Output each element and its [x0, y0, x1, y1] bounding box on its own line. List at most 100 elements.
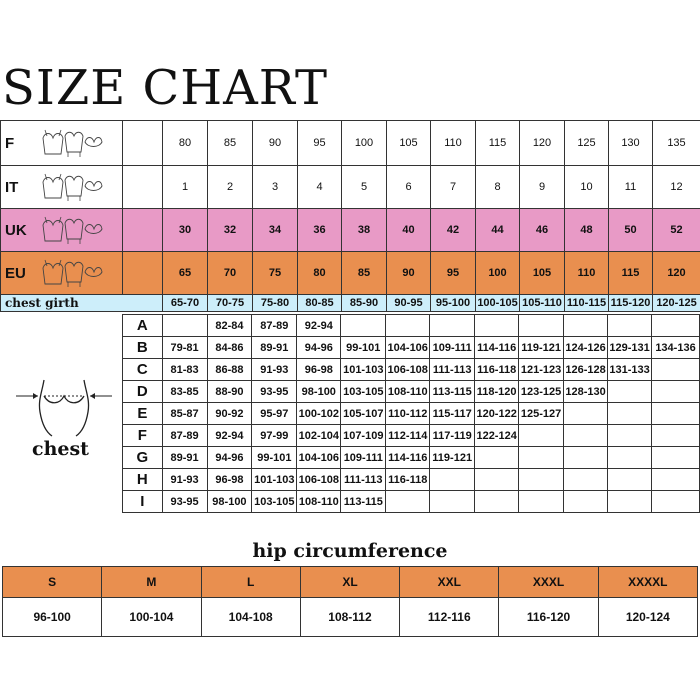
- lingerie-icon: [42, 173, 103, 201]
- cup-value-cell: 124-126: [563, 336, 609, 359]
- cup-value-cell: [607, 402, 653, 425]
- cup-row: C 81-83 86-88 91-93 96-98 101-103 106-108 111-1…: [122, 358, 700, 381]
- cup-value-cell: 102-104: [296, 424, 342, 447]
- cup-value-cell: 98-100: [296, 380, 342, 403]
- cup-value-cell: [563, 490, 609, 513]
- size-value-cell: 4: [297, 165, 342, 209]
- size-value-cell: 110: [564, 251, 609, 295]
- cup-value-cell: 119-121: [429, 446, 476, 469]
- size-value-cell: 100: [341, 120, 387, 166]
- cup-value-cell: [429, 490, 476, 513]
- hip-value-cell: 108-112: [299, 597, 401, 637]
- cup-value-cell: [518, 446, 565, 469]
- cup-value-cell: [429, 468, 476, 491]
- cup-value-cell: 119-121: [518, 336, 565, 359]
- blank-cell: [122, 120, 163, 166]
- cup-value-cell: 107-109: [340, 424, 387, 447]
- cup-value-cell: 117-119: [429, 424, 476, 447]
- chest-measurement-icon: [16, 379, 112, 437]
- cup-row: B 79-81 84-86 89-91 94-96 99-101 104-106 109-11…: [122, 336, 700, 359]
- cup-letter: E: [122, 402, 163, 425]
- cup-row: I 93-95 98-100 103-105 108-110 113-115: [122, 490, 700, 513]
- cup-value-cell: [651, 358, 700, 381]
- size-value-cell: 130: [608, 120, 653, 166]
- cup-value-cell: [563, 446, 609, 469]
- size-value-cell: 8: [475, 165, 520, 209]
- cup-value-cell: 112-114: [385, 424, 431, 447]
- cup-value-cell: 129-131: [607, 336, 653, 359]
- size-system-name: EU: [5, 264, 26, 282]
- cup-value-cell: 96-98: [296, 358, 342, 381]
- cup-value-cell: 101-103: [340, 358, 387, 381]
- size-value-cell: 46: [519, 208, 565, 252]
- size-value-cell: 38: [341, 208, 387, 252]
- chest-girth-cell: 65-70: [162, 294, 208, 312]
- cup-value-cell: [474, 468, 520, 491]
- size-value-cell: 12: [652, 165, 700, 209]
- size-system-name: F: [5, 134, 15, 152]
- cup-value-cell: [607, 446, 653, 469]
- cup-value-cell: 103-105: [340, 380, 387, 403]
- cup-value-cell: 101-103: [251, 468, 298, 491]
- size-value-cell: 1: [162, 165, 208, 209]
- size-value-cell: 105: [386, 120, 431, 166]
- cup-value-cell: 108-110: [296, 490, 342, 513]
- chest-girth-cell: 75-80: [252, 294, 298, 312]
- cup-value-cell: [607, 468, 653, 491]
- cup-value-cell: 114-116: [385, 446, 431, 469]
- chest-girth-cell: 120-125: [652, 294, 700, 312]
- cup-value-cell: [563, 314, 609, 337]
- cup-letter: F: [122, 424, 163, 447]
- cup-value-cell: [563, 402, 609, 425]
- size-value-cell: 80: [297, 251, 342, 295]
- hip-value-cell: 100-104: [101, 597, 202, 637]
- size-value-cell: 50: [608, 208, 653, 252]
- cup-value-cell: [340, 314, 387, 337]
- cup-value-cell: 89-91: [251, 336, 298, 359]
- size-system-name: UK: [5, 221, 27, 239]
- blank-cell: [122, 251, 163, 295]
- size-value-cell: 85: [207, 120, 253, 166]
- cup-value-cell: 120-122: [474, 402, 520, 425]
- cup-size-table: A 82-84 87-89 92-94 B 79-81 84-86 89-91 94-96 99-…: [122, 314, 700, 513]
- size-value-cell: 44: [475, 208, 520, 252]
- size-value-cell: 5: [341, 165, 387, 209]
- cup-value-cell: [518, 314, 565, 337]
- cup-value-cell: 121-123: [518, 358, 565, 381]
- cup-value-cell: [607, 380, 653, 403]
- chest-girth-cell: 90-95: [386, 294, 431, 312]
- cup-value-cell: 87-89: [251, 314, 298, 337]
- cup-value-cell: 114-116: [474, 336, 520, 359]
- cup-value-cell: 99-101: [251, 446, 298, 469]
- cup-value-cell: 91-93: [251, 358, 298, 381]
- cup-value-cell: [563, 468, 609, 491]
- hip-size-cell: XXXL: [498, 566, 599, 598]
- chest-girth-cell: 95-100: [430, 294, 476, 312]
- cup-value-cell: 90-92: [206, 402, 253, 425]
- cup-value-cell: 79-81: [161, 336, 208, 359]
- cup-value-cell: [651, 380, 700, 403]
- chest-girth-cell: 70-75: [207, 294, 253, 312]
- size-value-cell: 115: [475, 120, 520, 166]
- hip-table: S M L XL XXL XXXL XXXXL 96-100 100-104 104-108 10…: [1, 566, 699, 637]
- cup-value-cell: [563, 424, 609, 447]
- size-value-cell: 34: [252, 208, 298, 252]
- cup-value-cell: 104-106: [296, 446, 342, 469]
- hip-size-cell: L: [200, 566, 301, 598]
- cup-value-cell: [429, 314, 476, 337]
- size-value-cell: 42: [430, 208, 476, 252]
- hip-value-cell: 120-124: [597, 597, 699, 637]
- chest-girth-cell: 85-90: [341, 294, 387, 312]
- hip-size-row: S M L XL XXL XXXL XXXXL: [1, 566, 699, 598]
- size-value-cell: 11: [608, 165, 653, 209]
- size-value-cell: 9: [519, 165, 565, 209]
- size-row: UK 30 32 34 36 38 40 42 44 46 48 50 52: [0, 208, 700, 252]
- size-value-cell: 75: [252, 251, 298, 295]
- size-value-cell: 30: [162, 208, 208, 252]
- size-value-cell: 90: [386, 251, 431, 295]
- cup-value-cell: 106-108: [296, 468, 342, 491]
- size-value-cell: 2: [207, 165, 253, 209]
- cup-value-cell: 113-115: [340, 490, 387, 513]
- size-row: EU 65 70 75 80 85 90 95 100 105 110 115 120: [0, 251, 700, 295]
- hip-value-cell: 112-116: [399, 597, 500, 637]
